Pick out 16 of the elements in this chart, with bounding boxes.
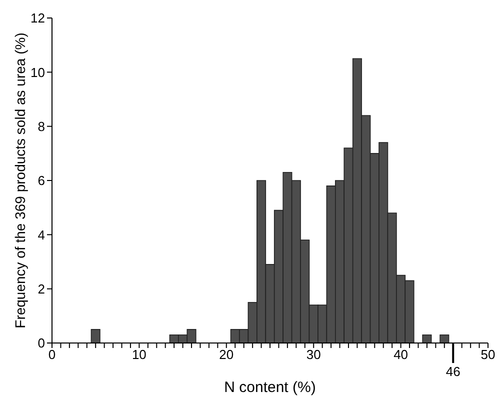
y-tick-label: 8 xyxy=(38,118,45,134)
y-tick-label: 2 xyxy=(38,281,45,296)
x-tick-label: 0 xyxy=(48,347,56,362)
ref-line-label: 46 xyxy=(446,364,460,380)
y-tick-label: 0 xyxy=(38,336,45,351)
x-axis-title: N content (%) xyxy=(224,379,316,396)
x-tick-label: 50 xyxy=(480,347,496,362)
y-axis-title: Frequency of the 369 products sold as urea (%) xyxy=(12,32,28,328)
y-tick-label: 4 xyxy=(38,227,45,242)
y-tick-label: 6 xyxy=(38,173,45,188)
x-tick-label: 10 xyxy=(132,347,146,362)
x-tick-label: 30 xyxy=(306,347,321,362)
y-tick-label: 12 xyxy=(30,10,45,26)
x-tick-label: 40 xyxy=(394,347,408,362)
x-tick-label: 20 xyxy=(219,347,234,362)
y-tick-label: 10 xyxy=(30,64,45,80)
